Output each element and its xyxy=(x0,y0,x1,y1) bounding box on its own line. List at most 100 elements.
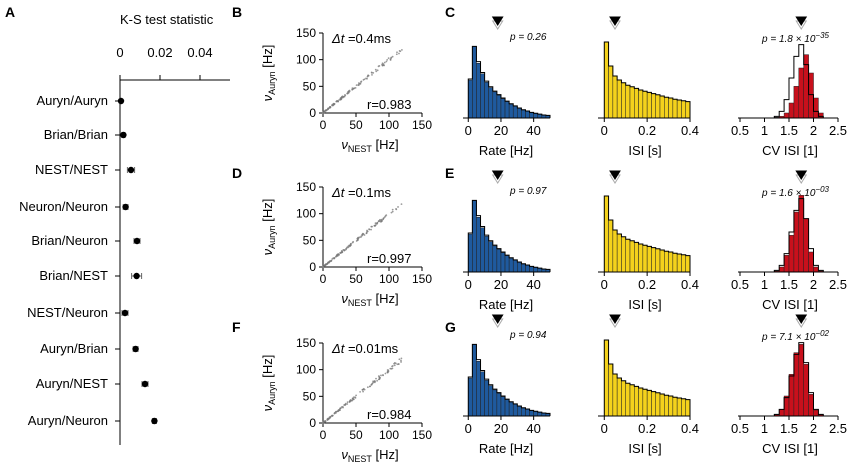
scatter-x-tick-label: 0 xyxy=(320,118,327,132)
scatter-y-tick-label: 50 xyxy=(303,79,317,93)
scatter-point xyxy=(355,394,357,397)
scatter-point xyxy=(341,250,344,253)
scatter-point xyxy=(345,247,348,250)
rate-x-tick-label: 0 xyxy=(465,123,472,138)
scatter-x-tick-label: 150 xyxy=(412,272,432,286)
rate-x-tick-label: 40 xyxy=(526,123,540,138)
ks-row-label: Brian/Brian xyxy=(44,127,108,142)
scatter-y-tick-label: 150 xyxy=(296,180,316,194)
rate-hist-bar xyxy=(533,411,538,417)
scatter-point xyxy=(374,224,377,227)
rate-hist-bar xyxy=(521,109,526,119)
scatter-y-tick-label: 50 xyxy=(303,389,317,403)
rate-hist-bar xyxy=(521,407,526,417)
isi-hist-bar xyxy=(604,195,609,273)
cv-hist-bar xyxy=(808,72,814,119)
cv-x-tick-label: 2 xyxy=(810,277,817,292)
scatter-x-tick-label: 100 xyxy=(379,428,399,442)
isi-hist-bar xyxy=(612,373,618,417)
scatter-point xyxy=(357,84,360,87)
scatter-point xyxy=(328,261,330,264)
isi-hist-bar xyxy=(638,387,644,417)
scatter-point xyxy=(370,228,372,231)
rate-hist-bar xyxy=(508,257,514,273)
rate-hist-bar xyxy=(472,46,477,119)
scatter-point xyxy=(337,253,340,256)
cv-x-tick-label: 2 xyxy=(810,123,817,138)
scatter-point xyxy=(378,220,381,223)
cv-hist-bar xyxy=(793,211,800,273)
panel-letter-g: G xyxy=(445,319,456,335)
rate-hist-bar xyxy=(488,385,494,417)
scatter-point xyxy=(346,403,349,405)
isi-hist-bar xyxy=(621,82,626,119)
rate-x-tick-label: 0 xyxy=(465,277,472,292)
isi-hist-bar xyxy=(659,95,665,119)
isi-hist-bar xyxy=(681,100,686,119)
scatter-point xyxy=(376,222,379,225)
cv-x-tick-label: 1.5 xyxy=(780,277,798,292)
cv-hist-bar xyxy=(798,344,804,417)
panel-letter-d: D xyxy=(232,165,242,181)
scatter-point xyxy=(358,236,361,239)
ks-point xyxy=(133,272,140,280)
isi-x-label: ISI [s] xyxy=(628,143,661,158)
isi-x-tick-label: 0 xyxy=(601,421,608,436)
scatter-point xyxy=(344,94,347,97)
cv-marker-filled xyxy=(795,314,808,324)
scatter-point xyxy=(374,68,377,71)
isi-hist-bar xyxy=(659,393,665,417)
isi-x-tick-label: 0.4 xyxy=(681,123,699,138)
scatter-point xyxy=(401,49,403,51)
rate-hist-bar xyxy=(537,411,543,417)
scatter-point xyxy=(380,220,383,223)
scatter-point xyxy=(366,386,369,389)
scatter-point xyxy=(349,242,352,245)
scatter-point xyxy=(376,379,379,382)
isi-hist-bar xyxy=(676,99,682,119)
rate-hist-bar xyxy=(488,241,494,273)
scatter-point xyxy=(391,367,394,370)
cv-hist-bar xyxy=(783,395,790,417)
scatter-point xyxy=(397,206,399,208)
isi-hist-bar xyxy=(604,41,609,119)
ks-tick-label: 0.04 xyxy=(187,45,212,60)
scatter-point xyxy=(329,260,332,263)
cv-hist-bar xyxy=(793,352,800,417)
scatter-point xyxy=(381,64,384,67)
scatter-point xyxy=(400,361,402,363)
rate-hist-bar xyxy=(517,108,522,119)
cv-hist-bar xyxy=(808,251,814,273)
scatter-point xyxy=(391,210,394,213)
scatter-point xyxy=(335,100,338,103)
isi-x-tick-label: 0.2 xyxy=(638,123,656,138)
isi-hist-bar xyxy=(685,399,691,417)
scatter-point xyxy=(377,65,380,68)
isi-hist-bar xyxy=(642,388,648,417)
panel-letter-b: B xyxy=(232,4,242,20)
scatter-point xyxy=(396,51,398,54)
scatter-point xyxy=(371,225,373,228)
ks-row-label: Neuron/Neuron xyxy=(19,199,108,214)
scatter-y-tick-label: 100 xyxy=(296,363,316,377)
cv-x-tick-label: 0.5 xyxy=(731,421,749,436)
scatter-y-tick-label: 150 xyxy=(296,336,316,350)
cv-x-tick-label: 1.5 xyxy=(780,421,798,436)
rate-hist-bar xyxy=(525,111,530,119)
rate-hist-bar xyxy=(533,113,538,119)
isi-hist-bar xyxy=(612,229,618,273)
cv-x-label: CV ISI [1] xyxy=(762,441,818,456)
scatter-point xyxy=(332,103,335,106)
cv-x-tick-label: 2.5 xyxy=(829,277,847,292)
isi-hist-bar xyxy=(676,397,682,417)
rate-hist-bar xyxy=(480,227,485,273)
scatter-point xyxy=(327,107,329,110)
isi-hist-bar xyxy=(634,88,639,119)
rate-hist-outline xyxy=(467,199,551,272)
isi-hist-bar xyxy=(651,247,656,273)
cv-x-tick-label: 1 xyxy=(761,421,768,436)
isi-hist-bar xyxy=(608,65,614,119)
dt-label: Δt =0.1ms xyxy=(331,185,391,200)
scatter-point xyxy=(365,77,367,80)
isi-hist-bar xyxy=(655,94,661,119)
